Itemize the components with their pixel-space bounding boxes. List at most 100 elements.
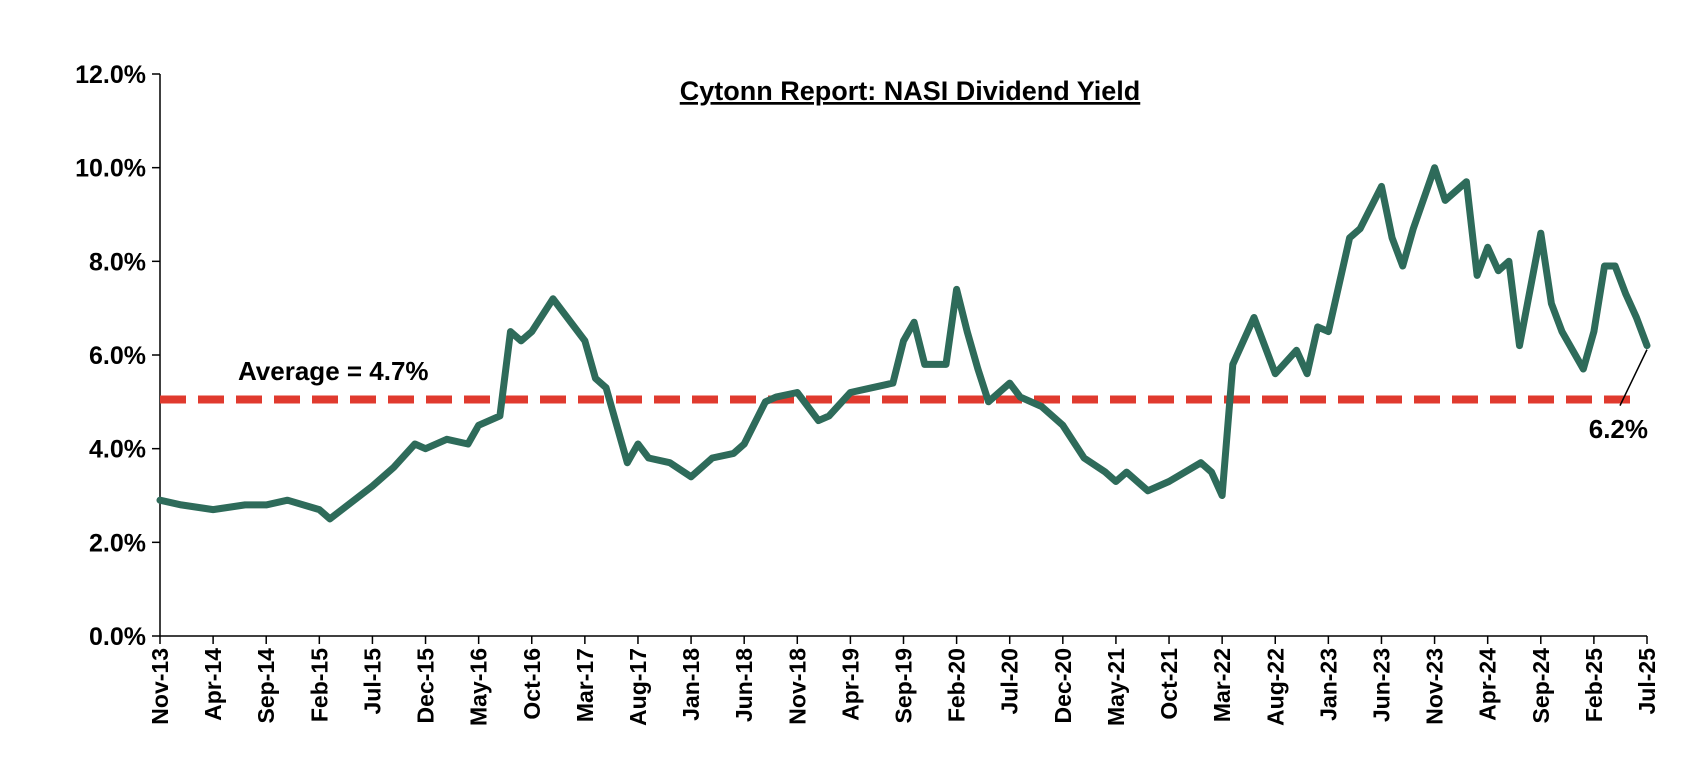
x-tick-label: Jul-25: [1634, 648, 1660, 715]
data-point: [1505, 258, 1513, 265]
last-value-label: 6.2%: [1589, 414, 1648, 444]
x-tick-label: Feb-15: [306, 648, 332, 722]
data-point: [741, 440, 748, 448]
data-point: [326, 515, 334, 523]
data-point: [422, 445, 429, 452]
data-point: [592, 375, 599, 382]
data-point: [209, 506, 217, 513]
x-tick-label: Mar-17: [572, 648, 598, 722]
data-point: [1633, 314, 1640, 321]
data-point: [1144, 487, 1152, 494]
data-point: [1558, 328, 1566, 335]
data-point: [1059, 422, 1067, 429]
data-point: [1388, 234, 1396, 242]
data-point: [666, 459, 673, 466]
data-point: [1112, 478, 1120, 485]
data-point: [1208, 468, 1215, 476]
data-point: [1303, 370, 1311, 377]
x-tick-label: Oct-16: [519, 648, 545, 720]
data-point: [1442, 197, 1449, 204]
data-point: [284, 497, 291, 504]
data-point: [1197, 459, 1205, 466]
x-tick-label: Jan-18: [678, 648, 704, 721]
x-tick-label: Oct-21: [1156, 648, 1182, 720]
data-point: [687, 473, 695, 480]
data-point: [1580, 365, 1587, 373]
data-point: [475, 422, 482, 429]
y-tick-label: 0.0%: [89, 623, 146, 651]
data-point: [528, 328, 535, 335]
data-point: [1314, 323, 1321, 331]
data-point: [390, 464, 397, 471]
x-tick-label: Dec-15: [413, 648, 439, 724]
data-point: [1038, 403, 1045, 410]
data-point: [942, 361, 950, 368]
average-label: Average = 4.7%: [238, 356, 429, 386]
data-point: [953, 286, 960, 293]
data-point: [1378, 183, 1385, 190]
data-point: [1473, 272, 1481, 279]
x-tick-label: Sep-14: [253, 648, 279, 724]
x-tick-label: Jul-20: [997, 648, 1023, 714]
data-point: [1240, 337, 1247, 345]
data-point: [794, 389, 801, 396]
data-point: [1484, 244, 1491, 251]
x-tick-label: Nov-18: [784, 648, 810, 725]
x-tick-label: Feb-20: [944, 648, 970, 722]
data-point: [602, 384, 610, 391]
data-point: [1123, 468, 1130, 476]
data-point: [443, 436, 450, 443]
data-point: [263, 501, 270, 509]
data-point: [1218, 492, 1226, 499]
x-tick-label: May-21: [1103, 648, 1129, 726]
data-point: [634, 440, 642, 448]
data-point: [178, 501, 185, 509]
data-point: [1102, 468, 1109, 476]
data-point: [645, 454, 652, 462]
data-point: [900, 337, 907, 345]
x-tick-label: Feb-25: [1581, 648, 1607, 722]
data-point: [560, 309, 567, 316]
data-point: [772, 393, 780, 401]
data-point: [156, 497, 164, 504]
data-point: [974, 365, 982, 373]
data-point: [507, 328, 514, 335]
last-value-leader-line: [1619, 349, 1648, 406]
x-tick-label: Apr-19: [837, 648, 863, 721]
data-point: [985, 398, 992, 405]
data-point: [964, 328, 971, 335]
data-point: [825, 412, 833, 420]
data-point: [1293, 347, 1300, 354]
data-point: [1548, 300, 1555, 307]
data-point: [709, 454, 716, 462]
x-tick-label: Nov-23: [1422, 648, 1448, 725]
data-point: [316, 506, 323, 513]
x-tick-label: May-16: [466, 648, 492, 726]
y-tick-label: 12.0%: [75, 61, 146, 89]
data-point: [1325, 328, 1332, 335]
x-tick-label: Jun-18: [731, 648, 757, 722]
data-point: [1399, 262, 1406, 270]
data-point: [889, 379, 897, 387]
x-tick-label: Apr-14: [200, 648, 226, 721]
data-point: [847, 389, 854, 396]
data-point: [1622, 290, 1630, 298]
data-point: [496, 412, 504, 420]
x-tick-label: Apr-24: [1475, 648, 1501, 721]
y-tick-label: 2.0%: [89, 529, 146, 557]
data-point: [549, 295, 557, 302]
average-line-group: Average = 4.7%: [160, 356, 1635, 404]
x-tick-label: Aug-17: [625, 648, 651, 726]
data-point: [517, 337, 525, 345]
data-point: [1080, 454, 1088, 462]
y-axis: 0.0% 2.0% 4.0% 6.0% 8.0% 10.0% 12.0%: [75, 61, 161, 651]
x-tick-label: Sep-19: [891, 648, 917, 723]
x-tick-label: Jan-23: [1315, 648, 1341, 721]
data-point: [1250, 314, 1258, 321]
data-point: [815, 417, 822, 424]
x-axis: Nov-13 Apr-14 Sep-14 Feb-15 Jul-15 Dec-15 May-…: [147, 635, 1660, 726]
last-value-annotation: 6.2%: [1589, 349, 1648, 444]
data-point: [241, 501, 249, 509]
